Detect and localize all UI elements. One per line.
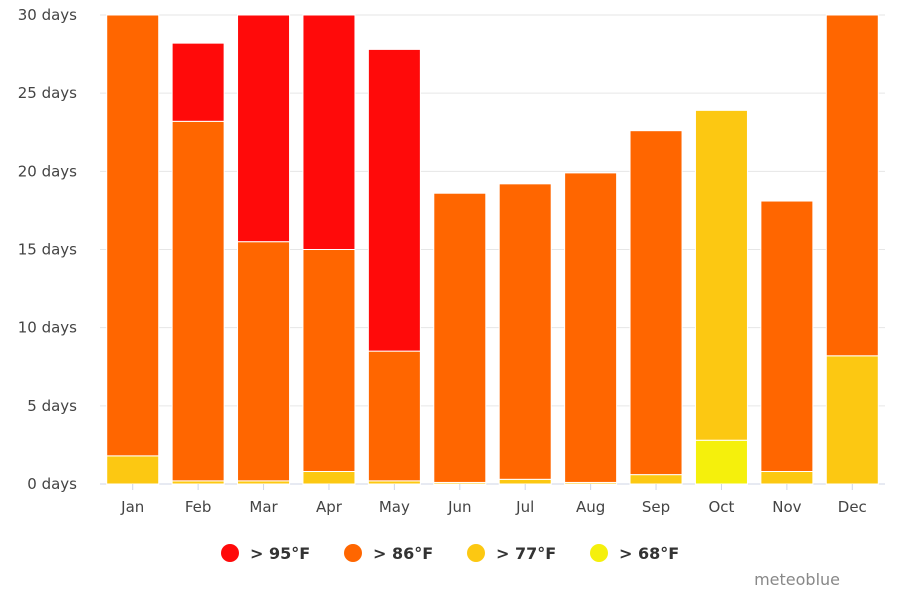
x-tick-label: Jun (447, 498, 471, 516)
bar-segment[interactable] (171, 42, 225, 122)
bar-stack-nov[interactable] (760, 200, 814, 485)
bar-segment[interactable] (825, 355, 879, 485)
bar-segment[interactable] (694, 109, 748, 441)
x-tick-label: Mar (249, 498, 278, 516)
bar-segment[interactable] (498, 183, 552, 480)
bar-segment[interactable] (302, 470, 356, 485)
legend-marker (467, 544, 485, 562)
y-tick-label: 25 days (18, 84, 77, 102)
bar-stack-feb[interactable] (171, 42, 225, 485)
legend-item[interactable]: > 95°F (221, 544, 310, 563)
x-tick-label: Aug (576, 498, 605, 516)
legend-marker (221, 544, 239, 562)
y-axis: 0 days 5 days 10 days 15 days 20 days 25 days… (18, 6, 77, 493)
credit-label[interactable]: meteoblue (754, 570, 840, 589)
bar-segment[interactable] (367, 48, 421, 352)
bar-stack-oct[interactable] (694, 109, 748, 485)
bar-segment[interactable] (825, 14, 879, 357)
bar-segment[interactable] (171, 120, 225, 482)
bar-stack-jan[interactable] (106, 14, 160, 485)
bar-segment[interactable] (237, 14, 291, 243)
bar-stack-aug[interactable] (564, 172, 618, 485)
legend-item[interactable]: > 77°F (467, 544, 556, 563)
x-tick-label: Feb (185, 498, 212, 516)
legend-marker (344, 544, 362, 562)
y-tick-label: 5 days (27, 397, 77, 415)
x-tick-label: May (379, 498, 410, 516)
x-tick-label: Dec (838, 498, 867, 516)
bar-stack-sep[interactable] (629, 130, 683, 485)
y-tick-label: 20 days (18, 162, 77, 180)
bar-stack-may[interactable] (367, 48, 421, 485)
bars (106, 14, 879, 485)
legend-marker (590, 544, 608, 562)
legend-label: > 86°F (373, 544, 433, 563)
bar-segment[interactable] (302, 14, 356, 250)
legend-label: > 95°F (250, 544, 310, 563)
legend-item[interactable]: > 68°F (590, 544, 679, 563)
grid-lines (100, 14, 885, 485)
bar-segment[interactable] (564, 172, 618, 483)
bar-stack-jul[interactable] (498, 183, 552, 485)
bar-segment[interactable] (629, 130, 683, 476)
bar-stack-dec[interactable] (825, 14, 879, 485)
bar-segment[interactable] (367, 350, 421, 482)
y-tick-label: 10 days (18, 319, 77, 337)
x-tick-label: Jan (120, 498, 144, 516)
bar-segment[interactable] (433, 192, 487, 483)
bar-stack-jun[interactable] (433, 192, 487, 485)
y-tick-label: 0 days (27, 475, 77, 493)
y-tick-label: 30 days (18, 6, 77, 24)
y-tick-label: 15 days (18, 241, 77, 259)
x-axis: Jan Feb Mar Apr May Jun Jul Aug Sep Oct Nov Dec (120, 484, 867, 516)
bar-segment[interactable] (302, 249, 356, 472)
bar-segment[interactable] (629, 474, 683, 485)
x-tick-label: Sep (642, 498, 670, 516)
x-tick-label: Oct (708, 498, 734, 516)
bar-segment[interactable] (237, 241, 291, 482)
legend-label: > 77°F (496, 544, 556, 563)
bar-segment[interactable] (498, 478, 552, 485)
legend-item[interactable]: > 86°F (344, 544, 433, 563)
legend[interactable]: > 95°F > 86°F > 77°F > 68°F (221, 544, 679, 563)
legend-label: > 68°F (619, 544, 679, 563)
bar-stack-mar[interactable] (237, 14, 291, 485)
x-tick-label: Nov (772, 498, 801, 516)
x-tick-label: Apr (316, 498, 343, 516)
bar-segment[interactable] (760, 200, 814, 472)
bar-segment[interactable] (694, 439, 748, 485)
bar-segment[interactable] (106, 14, 160, 457)
bar-segment[interactable] (760, 470, 814, 485)
bar-stack-apr[interactable] (302, 14, 356, 485)
x-tick-label: Jul (515, 498, 534, 516)
bar-segment[interactable] (106, 455, 160, 485)
